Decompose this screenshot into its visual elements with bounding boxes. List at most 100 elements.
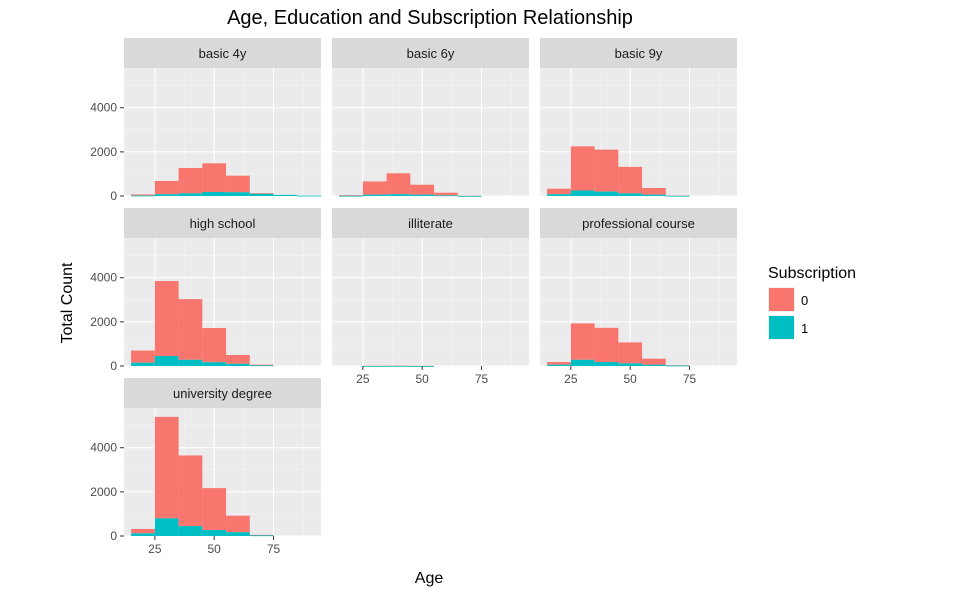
facet-panels: basic 4y 0 2000 4000 basic 6y basic 9y high sc… xyxy=(90,38,737,556)
facet-panel-basic-6y: basic 6y xyxy=(332,38,529,197)
x-tick-label: 75 xyxy=(267,542,281,556)
facet-strip-label: professional course xyxy=(582,216,695,231)
bar-subscription-1 xyxy=(226,192,250,196)
bar-subscription-0 xyxy=(226,354,250,364)
bar-subscription-1 xyxy=(202,192,227,196)
bar-subscription-1 xyxy=(362,365,387,367)
bar-subscription-0 xyxy=(202,328,227,363)
bar-subscription-0 xyxy=(434,192,458,196)
bar-subscription-0 xyxy=(131,528,155,534)
y-tick-label: 0 xyxy=(110,189,117,203)
bar-subscription-0 xyxy=(642,188,666,195)
bar-subscription-0 xyxy=(362,181,387,195)
bar-subscription-1 xyxy=(618,193,643,196)
bar-subscription-0 xyxy=(131,194,155,196)
bar-subscription-0 xyxy=(547,188,571,195)
bar-subscription-1 xyxy=(178,193,203,196)
bar-subscription-1 xyxy=(547,194,571,196)
bar-subscription-1 xyxy=(339,195,363,197)
legend-label-0: 0 xyxy=(801,293,808,308)
facet-panel-high-school: high school 0 2000 4000 xyxy=(90,208,321,373)
bar-subscription-1 xyxy=(665,365,690,367)
facet-strip xyxy=(332,208,529,238)
bar-subscription-1 xyxy=(570,359,595,366)
bar-subscription-1 xyxy=(642,364,666,366)
bar-subscription-1 xyxy=(202,362,227,366)
x-tick-label: 50 xyxy=(624,372,638,386)
bar-subscription-0 xyxy=(178,299,203,360)
x-tick-label: 50 xyxy=(416,372,430,386)
bar-subscription-1 xyxy=(154,518,179,536)
facet-strip-label: high school xyxy=(190,216,256,231)
bar-subscription-1 xyxy=(570,190,595,196)
bar-subscription-0 xyxy=(178,167,203,194)
y-axis-title: Total Count xyxy=(59,262,76,343)
y-tick-label: 4000 xyxy=(90,441,117,455)
bar-subscription-0 xyxy=(154,180,179,195)
facet-panel-professional-course: professional course 25 50 75 xyxy=(540,208,737,386)
bar-subscription-1 xyxy=(594,191,619,196)
chart-title: Age, Education and Subscription Relation… xyxy=(227,7,633,29)
bar-subscription-0 xyxy=(154,416,179,519)
bar-subscription-1 xyxy=(273,194,298,196)
y-tick-label: 0 xyxy=(110,359,117,373)
bar-subscription-1 xyxy=(249,193,274,196)
bar-subscription-1 xyxy=(249,365,274,367)
bar-subscription-1 xyxy=(131,362,155,366)
legend-swatch-1 xyxy=(769,316,794,339)
bar-subscription-1 xyxy=(410,194,435,196)
panel-background xyxy=(332,68,529,196)
facet-panel-basic-9y: basic 9y xyxy=(540,38,737,197)
panel-background xyxy=(332,238,529,366)
bar-subscription-1 xyxy=(434,195,458,197)
bar-subscription-0 xyxy=(618,342,643,364)
bar-subscription-1 xyxy=(665,195,690,197)
bar-subscription-0 xyxy=(249,534,274,536)
bar-subscription-1 xyxy=(386,365,411,367)
bar-subscription-0 xyxy=(226,175,250,193)
bar-subscription-0 xyxy=(249,193,274,194)
facet-strip xyxy=(540,208,737,238)
bar-subscription-1 xyxy=(154,356,179,366)
bar-subscription-0 xyxy=(642,358,666,365)
legend: Subscription 0 1 xyxy=(768,265,856,340)
y-tick-label: 4000 xyxy=(90,101,117,115)
y-tick-label: 2000 xyxy=(90,315,117,329)
bar-subscription-1 xyxy=(297,195,321,197)
y-tick-label: 2000 xyxy=(90,485,117,499)
y-tick-label: 4000 xyxy=(90,271,117,285)
bar-subscription-0 xyxy=(594,327,619,363)
bar-subscription-0 xyxy=(249,364,274,366)
bar-subscription-1 xyxy=(642,194,666,196)
facet-strip xyxy=(124,378,321,408)
bar-subscription-1 xyxy=(386,194,411,196)
legend-title: Subscription xyxy=(768,265,856,282)
facet-strip xyxy=(124,38,321,68)
facet-strip xyxy=(332,38,529,68)
x-tick-label: 25 xyxy=(148,542,162,556)
bar-subscription-1 xyxy=(178,359,203,366)
bar-subscription-1 xyxy=(594,362,619,366)
facet-strip-label: university degree xyxy=(173,386,272,401)
bar-subscription-0 xyxy=(131,350,155,363)
y-tick-label: 0 xyxy=(110,529,117,543)
facet-panel-basic-4y: basic 4y 0 2000 4000 xyxy=(90,38,321,203)
facet-strip-label: basic 4y xyxy=(199,46,247,61)
x-tick-label: 75 xyxy=(683,372,697,386)
bar-subscription-0 xyxy=(570,146,595,191)
bar-subscription-0 xyxy=(226,515,250,533)
facet-panel-illiterate: illiterate 25 50 75 xyxy=(332,208,529,386)
bar-subscription-0 xyxy=(386,173,411,195)
bar-subscription-1 xyxy=(226,532,250,536)
bar-subscription-1 xyxy=(226,363,250,366)
legend-label-1: 1 xyxy=(801,321,808,336)
facet-strip-label: illiterate xyxy=(408,216,453,231)
bar-subscription-0 xyxy=(594,149,619,192)
bar-subscription-0 xyxy=(202,163,227,193)
bar-subscription-0 xyxy=(154,281,179,357)
facet-strip xyxy=(124,208,321,238)
bar-subscription-1 xyxy=(547,364,571,366)
x-tick-label: 25 xyxy=(356,372,370,386)
x-tick-label: 75 xyxy=(475,372,489,386)
